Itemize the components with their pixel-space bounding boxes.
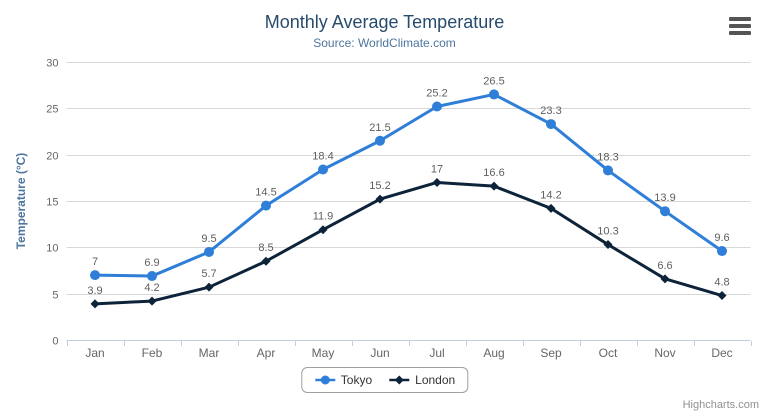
data-label: 5.7 (201, 268, 216, 280)
data-label: 11.9 (313, 211, 334, 223)
marker-tokyo-nov[interactable] (660, 206, 670, 217)
marker-london-sep[interactable] (546, 203, 556, 213)
data-label: 7 (92, 256, 98, 268)
marker-london-oct[interactable] (603, 240, 613, 250)
marker-london-aug[interactable] (489, 181, 499, 191)
data-label: 18.4 (312, 150, 333, 162)
data-label: 16.6 (483, 167, 504, 179)
legend-item-tokyo[interactable]: Tokyo (314, 373, 372, 387)
marker-tokyo-jan[interactable] (90, 270, 100, 281)
y-axis-tick-label: 0 (52, 336, 58, 348)
data-label: 8.5 (258, 242, 273, 254)
x-axis-label: Apr (257, 346, 276, 360)
marker-tokyo-apr[interactable] (261, 200, 271, 211)
marker-london-apr[interactable] (261, 256, 271, 266)
data-label: 26.5 (483, 75, 504, 87)
marker-london-nov[interactable] (660, 274, 670, 284)
hamburger-icon (729, 31, 751, 35)
y-axis-title: Temperature (°C) (14, 153, 28, 250)
data-label: 14.2 (540, 189, 561, 201)
data-label: 10.3 (597, 226, 618, 238)
y-axis-tick-label: 5 (52, 290, 58, 302)
y-axis-tick-label: 20 (46, 151, 58, 163)
data-label: 25.2 (426, 87, 447, 99)
data-label: 14.5 (255, 187, 276, 199)
x-axis-label: May (312, 346, 335, 360)
y-axis-tick-label: 15 (46, 197, 58, 209)
y-axis-tick-label: 30 (46, 58, 58, 70)
data-label: 18.3 (597, 151, 618, 163)
data-label: 13.9 (654, 192, 675, 204)
x-axis-label: Jun (370, 346, 389, 360)
series-line-tokyo (93, 92, 724, 278)
x-axis-label: Aug (483, 346, 504, 360)
data-label: 4.2 (144, 282, 159, 294)
diamond-marker-icon (389, 375, 410, 385)
x-axis-label: Feb (142, 346, 163, 360)
context-menu-button[interactable] (729, 17, 753, 35)
x-axis-label: Jul (429, 346, 444, 360)
data-label: 17 (431, 163, 443, 175)
marker-tokyo-oct[interactable] (603, 165, 613, 176)
marker-tokyo-jun[interactable] (375, 135, 385, 146)
data-label: 9.6 (714, 232, 729, 244)
legend-label-tokyo: Tokyo (340, 373, 373, 387)
data-label: 6.6 (657, 260, 672, 272)
hamburger-icon (729, 24, 751, 28)
data-label: 4.8 (714, 277, 729, 289)
marker-tokyo-feb[interactable] (147, 271, 157, 282)
x-axis-label: Jan (85, 346, 104, 360)
marker-london-jul[interactable] (432, 177, 442, 187)
marker-tokyo-sep[interactable] (546, 119, 556, 130)
marker-tokyo-aug[interactable] (489, 89, 499, 100)
x-axis-label: Nov (654, 346, 675, 360)
marker-tokyo-may[interactable] (318, 164, 328, 175)
chart-title: Monthly Average Temperature (264, 12, 505, 32)
y-axis-tick-label: 25 (46, 104, 58, 116)
circle-marker-icon (314, 375, 335, 385)
legend-label-london: London (415, 373, 456, 387)
marker-london-mar[interactable] (204, 282, 214, 292)
data-label: 9.5 (201, 233, 216, 245)
y-axis-tick-label: 10 (46, 243, 58, 255)
marker-tokyo-dec[interactable] (717, 246, 727, 257)
marker-london-may[interactable] (318, 225, 328, 235)
credits-link[interactable]: Highcharts.com (682, 399, 759, 411)
data-label: 15.2 (369, 180, 390, 192)
marker-london-feb[interactable] (147, 296, 157, 306)
marker-london-jan[interactable] (90, 299, 100, 309)
marker-tokyo-jul[interactable] (432, 101, 442, 112)
x-axis-label: Sep (540, 346, 562, 360)
data-label: 23.3 (540, 105, 561, 117)
x-axis-label: Oct (599, 346, 618, 360)
x-axis-label: Mar (199, 346, 220, 360)
hamburger-icon (729, 17, 751, 21)
marker-tokyo-mar[interactable] (204, 246, 214, 257)
x-axis-label: Dec (711, 346, 732, 360)
series-line-london (93, 180, 724, 306)
data-label: 21.5 (369, 122, 390, 134)
marker-london-jun[interactable] (375, 194, 385, 204)
data-label: 3.9 (87, 285, 102, 297)
marker-london-dec[interactable] (717, 291, 727, 301)
legend-item-london[interactable]: London (388, 373, 455, 387)
chart-subtitle: Source: WorldClimate.com (313, 36, 456, 50)
data-label: 6.9 (144, 257, 159, 269)
legend: Tokyo London (300, 367, 469, 393)
